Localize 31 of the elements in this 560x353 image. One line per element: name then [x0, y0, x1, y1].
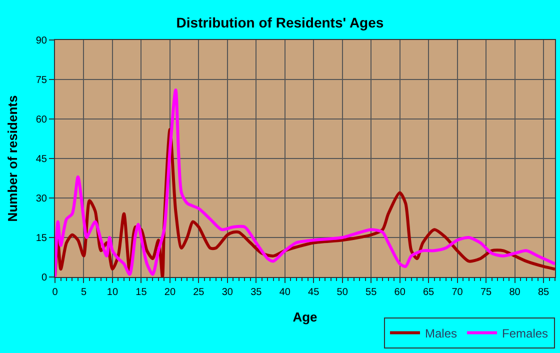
y-tick-label: 60 [36, 114, 48, 126]
x-tick-label: 15 [136, 287, 148, 298]
x-tick-label: 40 [279, 287, 291, 298]
y-tick-label: 75 [36, 75, 48, 86]
x-tick-label: 45 [308, 287, 320, 298]
x-tick-label: 85 [538, 287, 550, 298]
legend-label: Males [425, 326, 458, 340]
x-tick-label: 50 [336, 287, 348, 298]
x-tick-label: 75 [480, 287, 492, 298]
x-tick-label: 70 [452, 287, 464, 298]
x-tick-label: 30 [222, 287, 234, 298]
x-tick-label: 65 [422, 287, 435, 298]
y-axis-title: Number of residents [4, 95, 20, 222]
x-tick-label: 5 [80, 287, 87, 298]
x-tick-label: 35 [250, 287, 262, 298]
x-tick-label: 10 [106, 287, 118, 298]
y-tick-label: 90 [36, 36, 48, 46]
x-tick-label: 0 [52, 287, 58, 298]
x-tick-label: 60 [394, 287, 406, 298]
y-tick-label: 45 [36, 154, 48, 165]
x-tick-label: 55 [366, 287, 378, 298]
x-axis-title: Age [292, 310, 318, 325]
x-tick-label: 25 [193, 287, 205, 298]
y-tick-label: 0 [41, 272, 48, 284]
chart-title: Distribution of Residents' Ages [176, 14, 384, 30]
line-series [55, 88, 555, 277]
legend-label: Females [502, 326, 548, 340]
y-tick-label: 30 [36, 194, 48, 204]
x-tick-label: 20 [164, 287, 176, 298]
y-tick-label: 15 [36, 233, 48, 244]
x-tick-label: 80 [509, 287, 521, 298]
